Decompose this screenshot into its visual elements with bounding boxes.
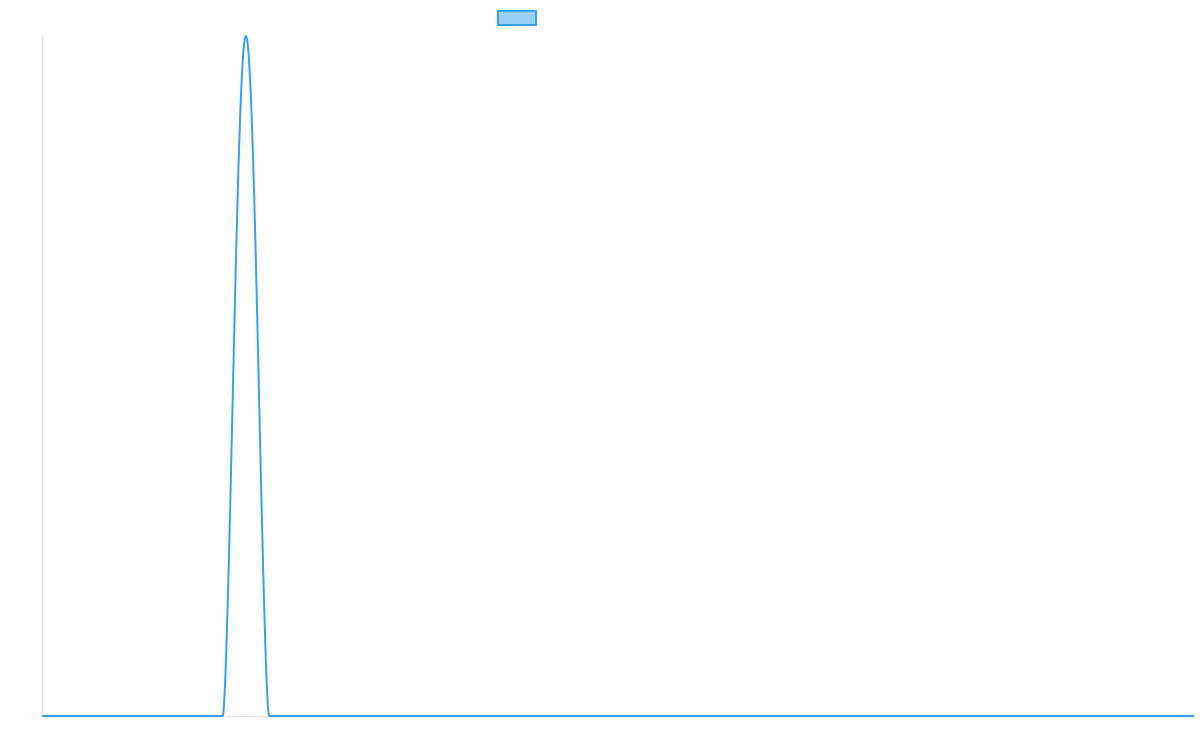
series-layer xyxy=(42,35,1194,717)
legend-swatch xyxy=(497,10,537,26)
series-line-0[interactable] xyxy=(42,35,1194,717)
legend-item-series[interactable] xyxy=(497,10,543,26)
legend xyxy=(0,9,1200,27)
